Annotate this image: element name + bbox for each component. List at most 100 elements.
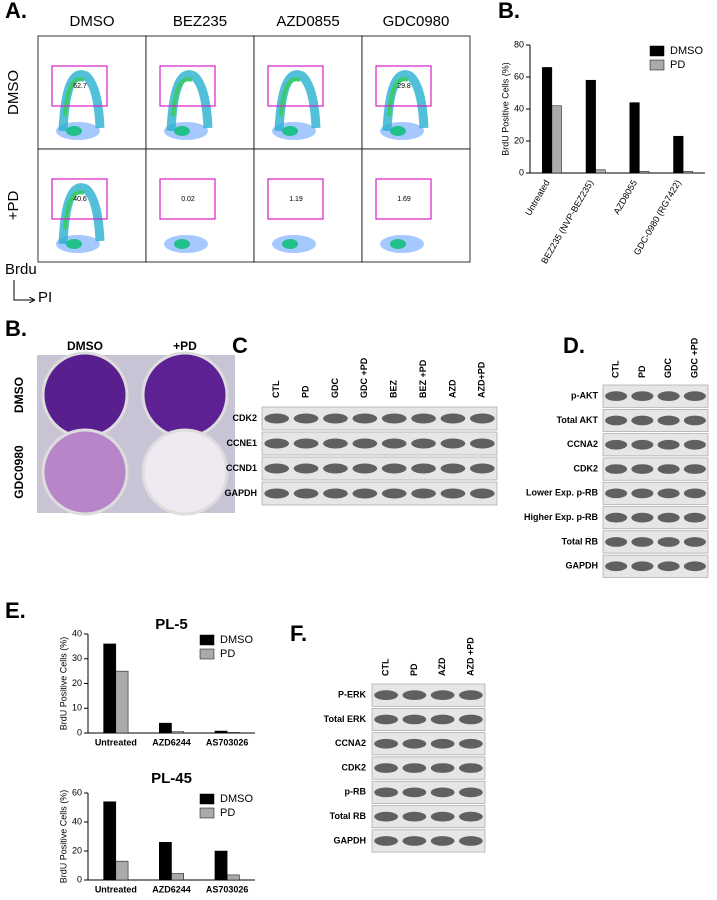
flow-gate — [159, 65, 216, 107]
flow-row-header: +PD — [5, 191, 22, 221]
flow-gate — [375, 178, 432, 220]
band — [605, 464, 628, 474]
bar — [682, 171, 693, 174]
blot-strip — [602, 554, 709, 578]
band — [631, 391, 654, 402]
blot-strip — [261, 481, 498, 506]
blot-row-label: CCNE1 — [226, 438, 257, 448]
lane-label: AZD +PD — [465, 637, 475, 676]
band — [631, 415, 654, 426]
cell-cloud — [174, 126, 190, 136]
band — [440, 463, 466, 474]
blot-row-label: p-RB — [345, 787, 367, 797]
legend-swatch — [199, 807, 215, 819]
band — [605, 439, 628, 450]
band — [631, 512, 654, 523]
y-tick-label: 40 — [514, 103, 524, 113]
lane-label: AZD — [447, 379, 457, 398]
gate-value: 1.69 — [397, 196, 411, 203]
lane-label: BEZ — [389, 379, 399, 398]
band — [683, 537, 706, 547]
band — [402, 738, 427, 749]
legend-label: PD — [220, 807, 235, 819]
band — [605, 537, 628, 547]
plate-column-header: DMSO — [67, 339, 103, 353]
flow-column-header: GDC0980 — [383, 13, 450, 30]
lane-label: CTL — [271, 380, 281, 398]
band — [657, 439, 680, 450]
plate-well — [141, 351, 229, 439]
band — [381, 463, 407, 474]
bar — [226, 874, 240, 881]
cell-cloud — [63, 77, 85, 117]
lane-label: AZD — [437, 657, 447, 676]
y-tick-label: 80 — [514, 39, 524, 49]
x-tick-label: Untreated — [523, 178, 551, 217]
lane-label: AZD+PD — [477, 361, 487, 398]
legend-label: PD — [220, 648, 235, 660]
band — [683, 464, 706, 474]
band — [683, 561, 706, 572]
panel-label: C — [232, 333, 248, 358]
legend-swatch — [649, 45, 665, 57]
band — [411, 438, 436, 449]
band — [469, 463, 495, 474]
gate-value: 29.8 — [397, 83, 411, 90]
chart-title: PL-45 — [151, 770, 192, 787]
y-tick-label: 20 — [514, 135, 524, 145]
band — [381, 488, 407, 499]
band — [402, 787, 427, 798]
band — [657, 488, 680, 499]
gate-value: 40.6 — [73, 196, 87, 203]
blot-strip — [261, 431, 498, 456]
band — [683, 512, 706, 523]
x-tick-label: Untreated — [95, 737, 137, 747]
flow-gate — [51, 65, 108, 107]
band — [411, 413, 436, 424]
band — [402, 836, 427, 846]
legend-swatch — [649, 59, 665, 71]
blot-strip — [602, 481, 709, 505]
cell-cloud — [390, 126, 406, 136]
lane-label: GDC — [330, 378, 340, 399]
y-tick-label: 20 — [72, 678, 82, 688]
band — [605, 488, 628, 499]
band — [459, 738, 483, 749]
lane-label: PD — [300, 385, 310, 398]
band — [352, 488, 378, 499]
plate-well — [41, 428, 129, 516]
blot-strip — [602, 530, 709, 554]
blot-row-label: Total ERK — [324, 714, 367, 724]
y-tick-label: 40 — [72, 816, 82, 826]
plate-row-header: GDC0980 — [12, 445, 26, 499]
band — [381, 438, 407, 449]
band — [411, 488, 436, 499]
blot-row-label: GAPDH — [565, 561, 598, 571]
band — [430, 738, 455, 749]
legend-label: DMSO — [670, 45, 703, 57]
lane-label: BEZ +PD — [418, 359, 428, 398]
flow-gate — [267, 178, 324, 220]
flow-column-header: AZD0855 — [276, 13, 339, 30]
band — [657, 561, 680, 572]
panel-label: E. — [5, 598, 26, 623]
flow-gate — [159, 178, 216, 220]
band — [374, 763, 398, 773]
band — [469, 438, 495, 449]
x-tick-label: BEZ235 (NVP-BEZ235) — [539, 178, 595, 265]
bar — [595, 169, 606, 174]
band — [402, 763, 427, 773]
lane-label: GDC +PD — [359, 357, 369, 398]
blot-row-label: p-AKT — [571, 391, 598, 401]
band — [293, 488, 319, 499]
cell-cloud — [390, 239, 406, 249]
band — [657, 537, 680, 547]
x-tick-label: AZD6244 — [152, 884, 191, 894]
band — [459, 836, 483, 846]
blot-strip — [371, 829, 486, 853]
band — [459, 787, 483, 798]
cell-cloud — [171, 77, 193, 117]
band — [264, 438, 290, 449]
legend-swatch — [199, 648, 215, 660]
blot-row-label: Total RB — [330, 811, 367, 821]
